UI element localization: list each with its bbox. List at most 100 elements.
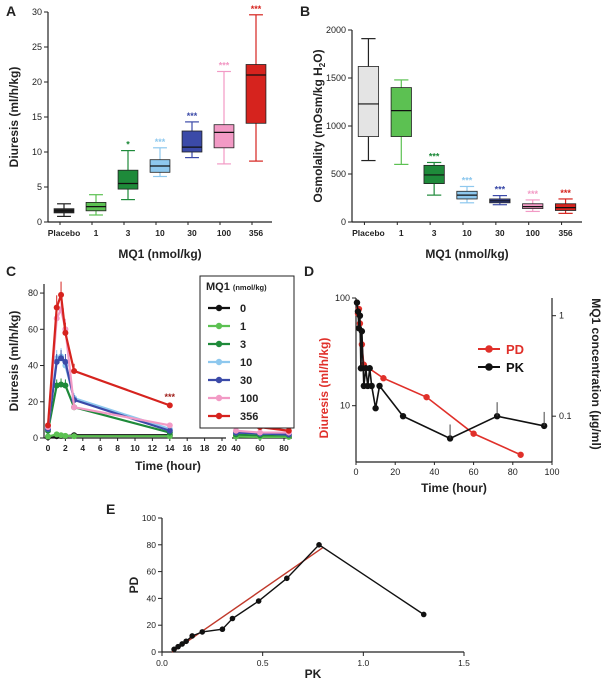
legend-swatch-marker [485,363,493,371]
legend-swatch-marker [215,394,223,402]
x-tick-label: 10 [155,228,165,238]
legend-swatch-marker [485,345,493,353]
y-tick-label: 100 [142,513,156,523]
significance-marker: *** [495,185,506,195]
legend-swatch-marker [215,412,223,420]
data-point [71,433,78,440]
x-axis-label: Time (hour) [135,459,201,473]
x-tick-label: 10 [462,228,472,238]
significance-marker: *** [251,4,262,14]
x-tick-label: 0.0 [156,658,168,668]
x-tick-label: Placebo [48,228,81,238]
y-right-tick-label: 0.1 [559,411,572,421]
box-Placebo [357,66,380,137]
x-tick-label: 3 [126,228,131,238]
y-tick-label: 5 [37,182,42,192]
legend-title: MQ1 (nmol/kg) [206,281,267,293]
significance-marker: *** [429,151,440,161]
data-point [470,430,477,437]
data-point [285,427,292,434]
data-point [517,451,524,458]
x-axis-label: Time (hour) [421,481,487,495]
data-point [420,611,427,618]
legend-label: PD [506,342,524,357]
x-tick-label: 20 [217,443,227,453]
data-point [62,432,69,439]
y-tick-label: 100 [335,293,350,303]
data-point [229,615,236,622]
data-point [284,575,290,582]
box-3 [117,169,139,190]
data-point [316,542,322,548]
y-tick-label: 10 [32,147,42,157]
y-tick-label: 60 [147,567,157,577]
x-tick-label: 3 [432,228,437,238]
data-point [166,402,173,409]
y-tick-label: 20 [147,620,157,630]
y-axis-label: Diuresis (ml/h/kg) [7,311,21,412]
data-point [171,646,177,653]
data-point [183,638,189,645]
data-point [175,643,181,650]
x-axis-label: MQ1 (nmol/kg) [425,247,508,261]
data-point [257,429,263,436]
x-tick-label: 0.5 [257,658,269,668]
data-point [353,299,361,306]
significance-marker: * [126,140,130,150]
panel-label: B [300,3,310,19]
data-point [356,312,364,319]
x-tick-label: 16 [182,443,192,453]
series-line-356 [46,294,171,426]
y-tick-label: 20 [28,397,38,407]
x-tick-label: Placebo [352,228,385,238]
y-tick-label: 500 [331,169,346,179]
y-tick-label: 0 [33,433,38,443]
x-axis-label: PK [305,667,322,681]
y-label-part: Osmolality (mOsm/kg H [311,67,325,202]
legend-label: 1 [240,321,246,333]
x-tick-label: 356 [558,228,572,238]
x-tick-label: 4 [80,443,85,453]
legend-label: PK [506,360,525,375]
data-point [372,405,379,412]
significance-marker: *** [187,111,198,121]
y-tick-label: 0 [37,217,42,227]
x-tick-label: 40 [231,443,241,453]
x-tick-label: 356 [249,228,263,238]
data-point [357,365,365,372]
x-tick-label: 2 [63,443,68,453]
y-tick-label: 80 [147,540,157,550]
data-point [255,598,262,604]
chart-A: A 0 5 10 15 20 25 30 Placebo 1 3 * 10 *** 30 *** 100 *** 3… [6,3,272,261]
y-axis-label: PD [127,576,141,593]
x-axis-label: MQ1 (nmol/kg) [118,247,201,261]
series-PK [353,299,548,442]
series-line-30 [46,356,171,432]
x-tick-label: 0 [46,443,51,453]
legend-label: 0 [240,303,246,315]
y-tick-label: 20 [32,77,42,87]
significance-marker: *** [462,175,473,185]
data-line [173,543,425,650]
data-point [58,432,65,439]
x-tick-label: 18 [200,443,210,453]
y-axis-label: Diuresis (ml/h/kg) [317,338,331,439]
legend-swatch-marker [215,304,223,312]
x-tick-label: 1.0 [357,658,369,668]
x-tick-label: 80 [279,443,289,453]
x-tick-label: 6 [98,443,103,453]
legend-box [199,275,295,429]
y-tick-label: 10 [340,401,350,411]
chart-C: C02040608002468101214161820406080*******… [6,263,295,473]
x-tick-label: 20 [390,467,400,477]
data-point [166,422,173,429]
legend-swatch-marker [215,340,223,348]
y-tick-label: 30 [32,7,42,17]
y-tick-label: 80 [28,288,38,298]
y-right-tick-label: 1 [559,311,564,321]
chart-B: B 0 500 1000 1500 2000 Placebo 1 3 *** 10 *** 30 *** 1… [300,3,582,261]
data-point [45,422,51,429]
legend-swatch-marker [215,376,223,384]
data-point [399,412,407,420]
x-tick-label: 30 [187,228,197,238]
